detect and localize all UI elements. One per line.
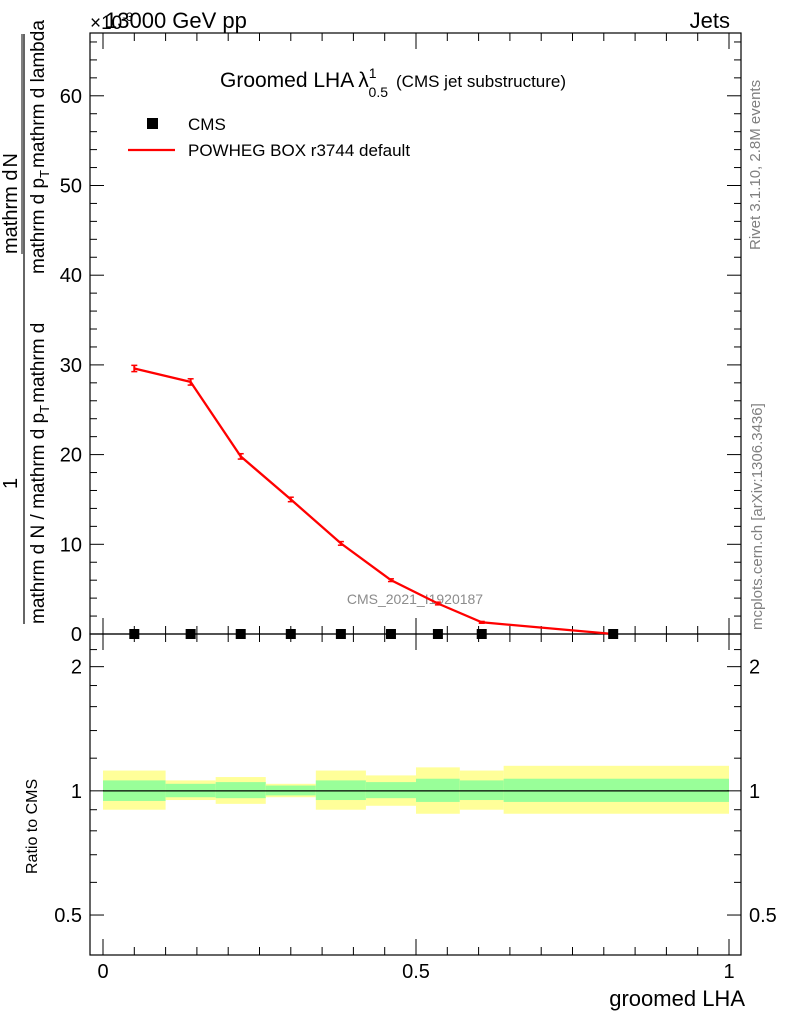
category-label: Jets [690,8,730,33]
scale-prefix: ×10-3 [90,10,133,34]
ratio-band-inner [459,780,504,801]
energy-label: 13000 GeV pp [105,8,247,33]
y-tick-label: 50 [60,175,82,197]
analysis-label: CMS_2021_I1920187 [347,591,483,607]
plot-title: Groomed LHA λ1 0.5(CMS jet substructure) [220,65,566,100]
x-tick-label: 0.5 [402,961,430,983]
y-tick-label: 60 [60,86,82,108]
cms-data-point [476,629,487,639]
cms-data-point [335,629,346,639]
ratio-y-tick-label: 0.5 [54,905,82,927]
cms-data-point [385,629,396,639]
y-axis-label: 1 mathrm d N / mathrm d pTmathrm d mathr… [0,20,52,624]
ratio-band-inner [215,782,266,799]
legend-cms-marker [147,118,158,129]
y-axis-label-denominator: mathrm d N / mathrm d pTmathrm d [28,323,52,624]
x-axis-label: groomed LHA [609,986,745,1011]
ratio-axes: 0.5 0.5 1 1 2 2 0 0.5 1 [54,634,777,983]
y-axis-label-lower: mathrm d pTmathrm d lambda [28,20,52,274]
ratio-y-tick-label-right: 2 [749,657,760,679]
main-series [129,364,619,639]
ratio-y-tick-label: 2 [71,657,82,679]
ratio-y-tick-label-right: 1 [749,781,760,803]
ratio-y-tick-label: 1 [71,781,82,803]
x-tick-label: 1 [723,961,734,983]
mcplots-label: mcplots.cern.ch [arXiv:1306.3436] [749,403,766,630]
cms-data-point [285,629,296,639]
cms-data-point [185,629,196,639]
ratio-axis-label: Ratio to CMS [24,779,41,874]
y-tick-label: 0 [71,624,82,646]
ratio-band-inner [315,780,366,801]
main-axes: 0 10 20 30 40 50 60 [60,33,741,646]
y-axis-label-numerator: 1 [0,478,22,489]
cms-data-point [235,629,246,639]
cms-data-point [432,629,443,639]
y-tick-label: 20 [60,445,82,467]
ratio-band-inner [365,782,416,799]
y-tick-label: 10 [60,534,82,556]
y-tick-label: 40 [60,265,82,287]
ratio-bands [103,765,729,814]
ratio-y-tick-label-right: 0.5 [749,905,777,927]
y-tick-label: 30 [60,355,82,377]
y-axis-label-upper: mathrm dN [0,153,22,254]
legend-cms-label: CMS [188,115,226,134]
legend-mc-label: POWHEG BOX r3744 default [188,141,410,160]
rivet-label: Rivet 3.1.10, 2.8M events [747,80,764,250]
cms-data-point [608,629,619,639]
x-tick-label: 0 [97,961,108,983]
cms-data-point [129,629,140,639]
